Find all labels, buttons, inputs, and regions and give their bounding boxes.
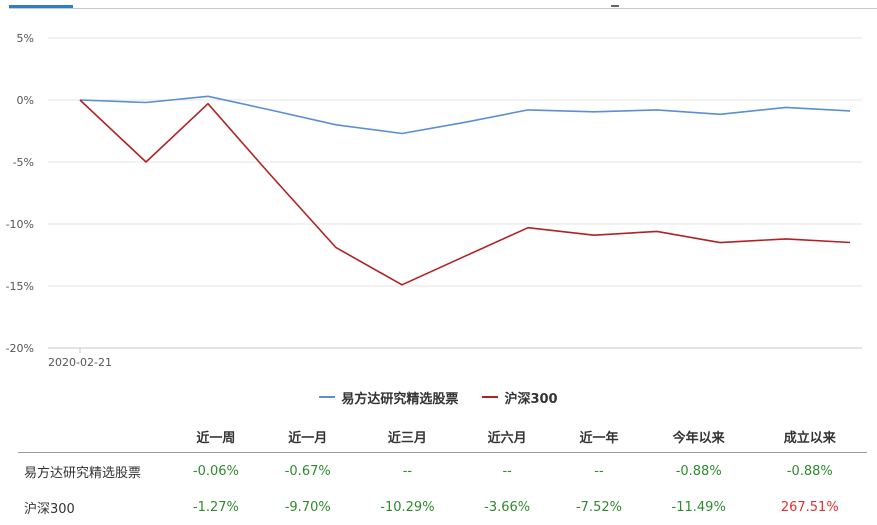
table-header-cell: 近一月 [262,420,354,453]
y-tick-label: -20% [6,342,34,355]
legend-item-2[interactable]: 沪深300 [482,388,557,407]
legend-label: 沪深300 [504,388,557,407]
table-header-cell: 今年以来 [645,420,753,453]
legend-swatch [482,396,498,398]
return-cell: -0.88% [753,453,868,490]
return-cell: -10.29% [354,489,462,525]
table-body: 易方达研究精选股票-0.06%-0.67%-------0.88%-0.88%沪… [18,453,867,525]
return-cell: -0.06% [170,453,262,490]
series-line-2 [80,100,850,285]
x-axis: 2020-02-21 [48,348,862,369]
chart-grid [48,38,862,348]
legend-label: 易方达研究精选股票 [341,388,458,407]
y-axis-ticks: 5% 0% -5% -10% -15% -20% [6,32,34,355]
y-tick-label: -10% [6,218,34,231]
table-header-cell: 近一年 [553,420,645,453]
return-cell: 267.51% [753,489,868,525]
y-tick-label: 5% [17,32,34,45]
performance-line-chart: 5% 0% -5% -10% -15% -20% 2020-02-21 [0,0,877,380]
table-header-cell: 成立以来 [753,420,868,453]
table-row: 易方达研究精选股票-0.06%-0.67%-------0.88%-0.88% [18,453,867,490]
return-cell: -7.52% [553,489,645,525]
return-cell: -- [553,453,645,490]
chart-legend: 易方达研究精选股票 沪深300 [0,386,877,408]
x-tick-label: 2020-02-21 [48,356,112,369]
legend-swatch [319,396,335,398]
y-tick-label: 0% [17,94,34,107]
fund-name-cell: 沪深300 [18,489,170,525]
return-cell: -1.27% [170,489,262,525]
y-tick-label: -15% [6,280,34,293]
return-cell: -- [461,453,553,490]
performance-table: 近一周近一月近三月近六月近一年今年以来成立以来 易方达研究精选股票-0.06%-… [18,420,867,525]
fund-name-cell: 易方达研究精选股票 [18,453,170,490]
return-cell: -- [354,453,462,490]
return-cell: -11.49% [645,489,753,525]
return-cell: -0.88% [645,453,753,490]
table-header-blank [18,420,170,453]
table-row: 沪深300-1.27%-9.70%-10.29%-3.66%-7.52%-11.… [18,489,867,525]
chart-series [80,96,850,284]
return-cell: -9.70% [262,489,354,525]
y-tick-label: -5% [13,156,34,169]
return-cell: -3.66% [461,489,553,525]
table-header-row: 近一周近一月近三月近六月近一年今年以来成立以来 [18,420,867,453]
table-header-cell: 近三月 [354,420,462,453]
return-cell: -0.67% [262,453,354,490]
table-header-cell: 近一周 [170,420,262,453]
table-header-cell: 近六月 [461,420,553,453]
legend-item-1[interactable]: 易方达研究精选股票 [319,388,458,407]
